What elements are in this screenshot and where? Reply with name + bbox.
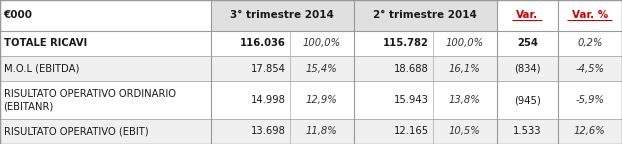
Text: 12.165: 12.165: [394, 126, 429, 136]
Text: 3° trimestre 2014: 3° trimestre 2014: [231, 10, 335, 20]
Text: RISULTATO OPERATIVO ORDINARIO
(EBITANR): RISULTATO OPERATIVO ORDINARIO (EBITANR): [4, 89, 175, 111]
Text: -5,9%: -5,9%: [575, 95, 605, 105]
Text: Var. %: Var. %: [572, 10, 608, 20]
Text: 14.998: 14.998: [251, 95, 286, 105]
Text: (945): (945): [514, 95, 541, 105]
Text: 11,8%: 11,8%: [306, 126, 338, 136]
Text: Var.: Var.: [516, 10, 538, 20]
Text: 12,9%: 12,9%: [306, 95, 338, 105]
Text: 13.698: 13.698: [251, 126, 286, 136]
Text: -4,5%: -4,5%: [575, 64, 605, 74]
Polygon shape: [211, 0, 354, 31]
Text: RISULTATO OPERATIVO (EBIT): RISULTATO OPERATIVO (EBIT): [4, 126, 148, 136]
Text: 13,8%: 13,8%: [449, 95, 481, 105]
Text: M.O.L (EBITDA): M.O.L (EBITDA): [4, 64, 79, 74]
Text: 254: 254: [517, 38, 538, 48]
Text: TOTALE RICAVI: TOTALE RICAVI: [4, 38, 87, 48]
Text: 1.533: 1.533: [513, 126, 542, 136]
Text: 10,5%: 10,5%: [449, 126, 481, 136]
Text: 16,1%: 16,1%: [449, 64, 481, 74]
Text: (834): (834): [514, 64, 541, 74]
Polygon shape: [354, 0, 497, 31]
Text: 15.943: 15.943: [394, 95, 429, 105]
Text: 100,0%: 100,0%: [445, 38, 484, 48]
Text: 2° trimestre 2014: 2° trimestre 2014: [373, 10, 477, 20]
Polygon shape: [0, 56, 622, 82]
Polygon shape: [0, 119, 622, 144]
Text: 116.036: 116.036: [240, 38, 286, 48]
Text: 115.782: 115.782: [383, 38, 429, 48]
Text: €000: €000: [4, 10, 32, 20]
Text: 0,2%: 0,2%: [577, 38, 603, 48]
Text: 17.854: 17.854: [251, 64, 286, 74]
Text: 12,6%: 12,6%: [574, 126, 606, 136]
Text: 15,4%: 15,4%: [306, 64, 338, 74]
Text: 100,0%: 100,0%: [303, 38, 341, 48]
Text: 18.688: 18.688: [394, 64, 429, 74]
